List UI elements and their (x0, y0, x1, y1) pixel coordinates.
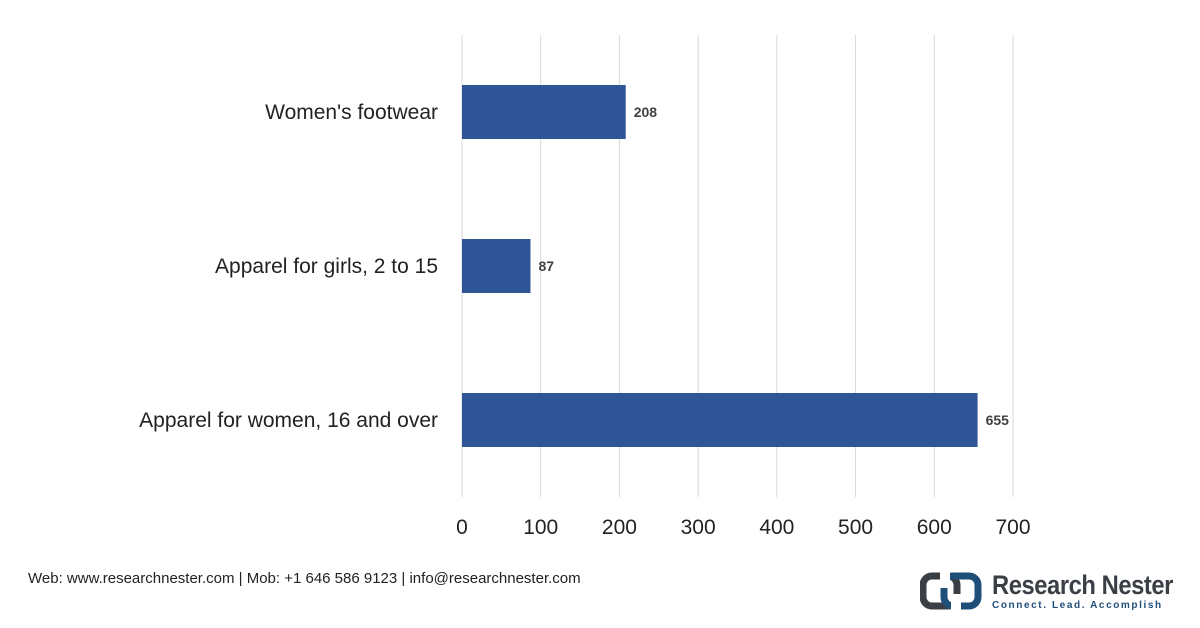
x-tick-label: 700 (995, 516, 1030, 539)
x-tick-label: 300 (681, 516, 716, 539)
bar (462, 239, 531, 293)
x-tick-label: 600 (917, 516, 952, 539)
x-tick-label: 200 (602, 516, 637, 539)
data-label: 208 (634, 104, 658, 120)
x-tick-label: 100 (523, 516, 558, 539)
bar-chart: 0 100 200 300 400 500 600 700 Women's footwear 20… (139, 35, 1031, 539)
research-nester-logo-icon (920, 572, 982, 610)
research-nester-logo: Research Nester Connect. Lead. Accomplis… (920, 568, 1180, 616)
bar (462, 393, 978, 447)
category-label: Women's footwear (265, 101, 438, 124)
x-tick-label: 0 (456, 516, 468, 539)
bar (462, 85, 626, 139)
x-tick-label: 500 (838, 516, 873, 539)
logo-tagline: Connect. Lead. Accomplish (992, 600, 1163, 611)
category-label: Apparel for girls, 2 to 15 (215, 255, 438, 278)
category-label: Apparel for women, 16 and over (139, 409, 438, 432)
logo-name: Research Nester (992, 570, 1173, 600)
footer-contact: Web: www.researchnester.com | Mob: +1 64… (28, 570, 581, 587)
data-label: 87 (538, 258, 554, 274)
data-label: 655 (986, 412, 1010, 428)
x-tick-label: 400 (759, 516, 794, 539)
